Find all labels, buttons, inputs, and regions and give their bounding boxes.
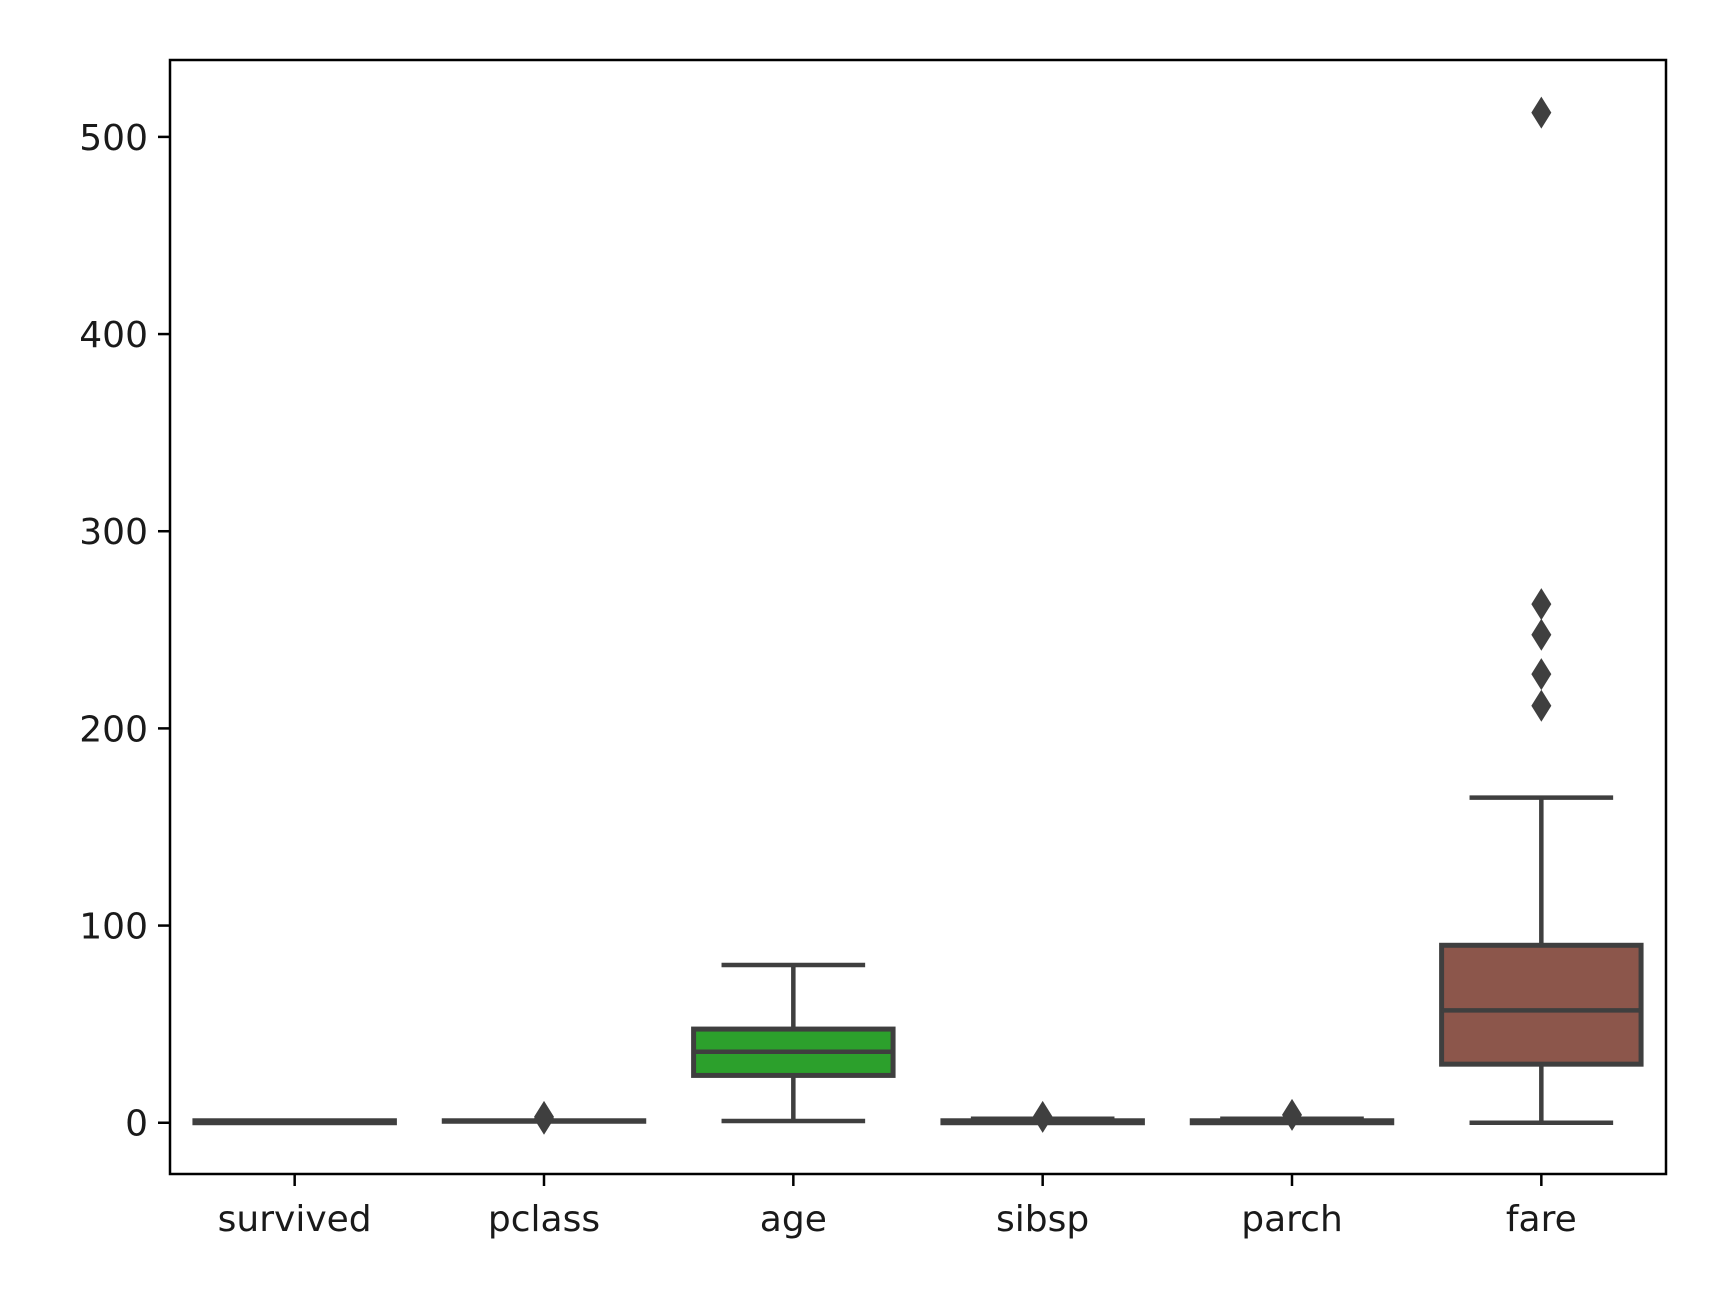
x-tick-label-pclass: pclass bbox=[488, 1199, 600, 1240]
y-tick-label-100: 100 bbox=[79, 907, 148, 948]
y-tick-label-300: 300 bbox=[79, 512, 148, 553]
x-tick-label-age: age bbox=[760, 1199, 827, 1240]
outlier-fare-0 bbox=[1531, 689, 1552, 722]
outlier-parch-0 bbox=[1282, 1098, 1302, 1131]
y-axis: 0 100 200 300 400 500 bbox=[79, 118, 170, 1145]
box-parch bbox=[1189, 1098, 1395, 1131]
outlier-fare-1 bbox=[1531, 658, 1552, 691]
outlier-pclass-1 bbox=[534, 1100, 554, 1133]
outlier-fare-4 bbox=[1531, 96, 1552, 129]
outlier-fare-3 bbox=[1531, 588, 1552, 621]
box-survived bbox=[192, 1118, 397, 1126]
box-sibsp bbox=[940, 1100, 1145, 1133]
box-age bbox=[691, 962, 896, 1124]
y-tick-label-0: 0 bbox=[125, 1104, 148, 1145]
x-tick-label-survived: survived bbox=[218, 1199, 372, 1240]
box-fare bbox=[1439, 96, 1644, 1125]
boxes-layer bbox=[192, 96, 1644, 1135]
outlier-sibsp-0 bbox=[1032, 1100, 1053, 1133]
plot-frame bbox=[168, 58, 1668, 1176]
x-tick-label-fare: fare bbox=[1506, 1199, 1577, 1240]
y-tick-label-200: 200 bbox=[79, 709, 148, 750]
box-body-fare bbox=[1439, 942, 1644, 1067]
box-pclass bbox=[441, 1100, 647, 1135]
y-tick-label-500: 500 bbox=[79, 118, 148, 159]
x-tick-label-parch: parch bbox=[1241, 1199, 1343, 1240]
x-axis: survived pclass age sibsp parch fare bbox=[218, 1174, 1577, 1240]
x-tick-label-sibsp: sibsp bbox=[996, 1199, 1089, 1240]
outlier-fare-2 bbox=[1531, 618, 1552, 651]
y-tick-label-400: 400 bbox=[79, 315, 148, 356]
